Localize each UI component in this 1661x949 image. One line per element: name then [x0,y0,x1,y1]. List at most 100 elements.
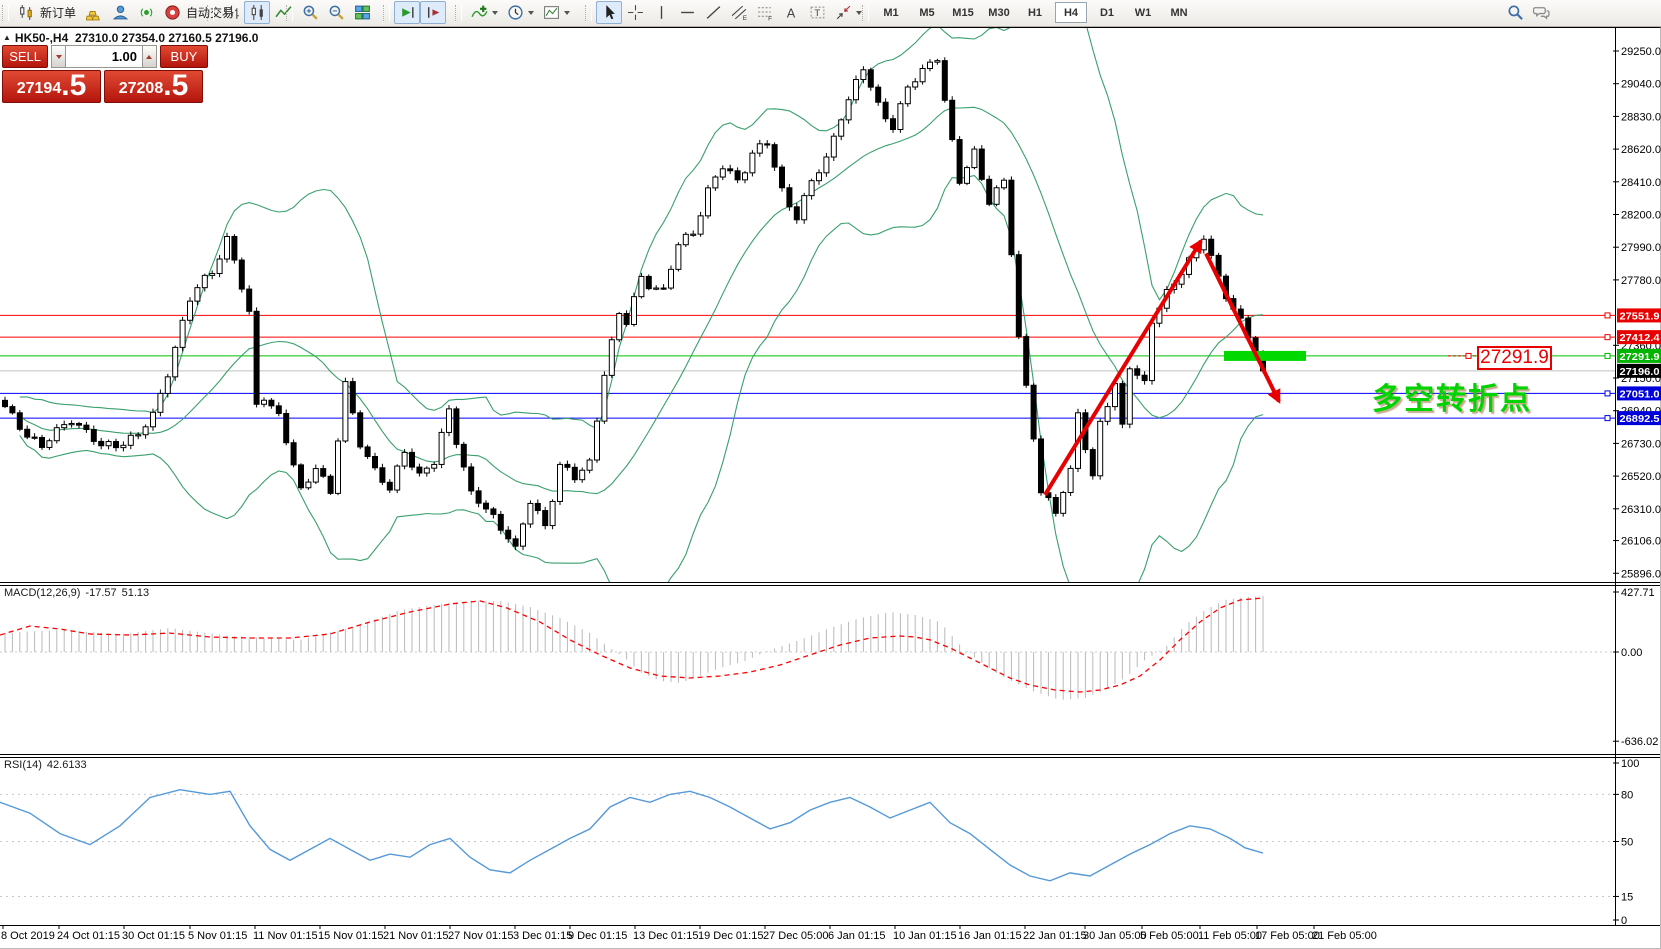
bollinger-band-line [19,28,1264,430]
svg-text:E: E [742,15,746,21]
new-order-label[interactable]: 新订单 [40,6,77,20]
time-tick-label: 10 Jan 01:15 [893,930,957,942]
level-anchor-square [1604,390,1611,397]
main-toolbar: 新订单 自动交易 E F A T M1 M5 M15 M30 H1 H4 D1 W1 MN [0,0,1661,27]
bollinger-band-line [19,174,1264,583]
svg-text:A: A [786,5,795,20]
price-tick-label: 27780.0 [1621,275,1661,287]
tab-timeframe-MN[interactable]: MN [1170,6,1188,19]
chart-shift-button[interactable] [420,1,446,24]
symbol-ohlc-header: ▲ HK50-,H4 27310.0 27354.0 27160.5 27196.… [3,31,258,45]
chevron-down-icon[interactable] [528,10,534,15]
toolbar-group [455,1,574,24]
line-chart-mode-button[interactable] [270,1,296,24]
candlestick-mode-button[interactable] [244,1,270,24]
auto-trading-label[interactable]: 自动交易 [186,6,235,20]
signals-button[interactable] [133,1,159,24]
text-button[interactable]: A [778,1,804,24]
auto-scroll-button[interactable] [394,1,420,24]
vertical-line-button[interactable] [648,1,674,24]
collapse-panel-icon[interactable]: ▲ [3,33,11,42]
buy-price-button[interactable]: 27208.5 [104,70,203,103]
indicators-icon [470,4,488,21]
periods-button[interactable] [502,1,528,24]
text-label-button[interactable]: T [804,1,830,24]
volume-input[interactable] [66,45,143,68]
bollinger-band-line [19,106,1264,495]
rsi-indicator-label: RSI(14) 42.6133 [4,759,87,771]
community-button[interactable] [107,1,133,24]
macd-indicator-label: MACD(12,26,9) -17.57 51.13 [4,587,149,599]
time-tick-label: 22 Jan 01:15 [1023,930,1087,942]
time-tick-label: 30 Jan 05:00 [1083,930,1147,942]
turning-point-annotation[interactable]: 多空转折点 [1372,383,1532,416]
fibonacci-button[interactable]: F [752,1,778,24]
tab-timeframe-M15[interactable]: M15 [952,6,974,19]
text-icon: A [783,4,800,21]
triangle-down-icon [55,54,62,59]
zoom-out-button[interactable] [323,1,349,24]
tile-windows-button[interactable] [349,1,375,24]
auto-scroll-icon [399,4,416,21]
price-tick-label: 28830.0 [1621,111,1661,123]
zoom-in-button[interactable] [297,1,323,24]
arrows-button[interactable] [830,1,856,24]
templates-button[interactable] [538,1,564,24]
horizontal-line-button[interactable] [674,1,700,24]
macd-pane [0,596,1615,700]
gold-bars-icon [85,4,103,21]
search-button[interactable] [1502,1,1528,24]
tab-timeframe-M30[interactable]: M30 [988,6,1010,19]
symbol-name: HK50-,H4 [14,31,69,45]
auto-trading-button[interactable] [159,1,185,24]
time-tick-label: 17 Feb 05:00 [1255,930,1320,942]
price-callout-annotation[interactable]: 27291.9 [1477,346,1552,370]
rsi-tick-label: 80 [1621,789,1633,801]
new-order-button[interactable] [13,1,39,24]
price-tag-label: 27551.9 [1620,310,1660,322]
sell-price-button[interactable]: 27194.5 [2,70,101,103]
price-tag [1617,330,1661,345]
rsi-tick-label: 50 [1621,837,1633,849]
equidistant-channel-button[interactable]: E [726,1,752,24]
chevron-down-icon[interactable] [492,10,498,15]
toolbar-grip [383,4,390,21]
buy-button[interactable]: BUY [159,45,208,68]
price-tag-label: 27196.0 [1620,366,1660,378]
time-tick-label: 19 Dec 01:15 [698,930,763,942]
chart-shift-icon [425,4,442,21]
cursor-button[interactable] [596,1,622,24]
price-tag-label: 27051.0 [1620,388,1660,400]
fibonacci-icon: F [757,4,774,21]
price-tick-label: 26520.0 [1621,471,1661,483]
trendline-button[interactable] [700,1,726,24]
price-tick-label: 26106.0 [1621,536,1661,548]
price-tag [1617,411,1661,426]
gold-button[interactable] [81,1,107,24]
time-tick-label: 21 Nov 01:15 [383,930,448,942]
crosshair-button[interactable] [622,1,648,24]
chat-button[interactable] [1528,1,1554,24]
bar-chart-mode-button[interactable] [218,1,244,24]
tab-timeframe-M5[interactable]: M5 [919,6,935,19]
tile-windows-icon [354,4,371,21]
price-axis: 29250.0 29040.0 28830.0 28620.0 28410.0 28200… [1604,46,1661,927]
volume-down-button[interactable] [51,45,67,68]
chevron-down-icon[interactable] [564,10,570,15]
price-tick-label: 25896.0 [1621,568,1661,580]
indicators-button[interactable] [466,1,492,24]
line-chart-icon [274,4,292,21]
sell-button[interactable]: SELL [2,45,49,68]
macd-name: MACD(12,26,9) [4,587,81,599]
tab-timeframe-W1[interactable]: W1 [1134,6,1152,19]
tab-timeframe-H4[interactable]: H4 [1055,2,1087,23]
chevron-down-icon[interactable] [856,10,862,15]
volume-up-button[interactable] [142,45,157,68]
tab-timeframe-D1[interactable]: D1 [1099,6,1115,19]
tab-timeframe-M1[interactable]: M1 [883,6,899,19]
price-tag-label: 26892.5 [1620,413,1660,425]
down-trend-arrow [1204,252,1281,404]
time-tick-label: 16 Jan 01:15 [958,930,1022,942]
tab-timeframe-H1[interactable]: H1 [1027,6,1043,19]
